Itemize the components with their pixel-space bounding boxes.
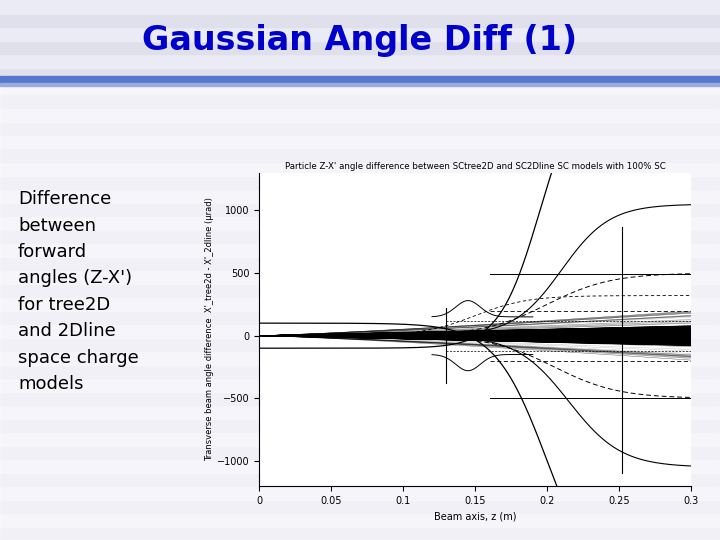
Bar bbox=[0, 27, 720, 40]
Bar bbox=[0, 122, 720, 135]
Bar bbox=[0, 418, 720, 432]
Bar bbox=[0, 230, 720, 243]
Bar bbox=[0, 270, 720, 284]
Bar bbox=[0, 297, 720, 310]
Bar bbox=[0, 392, 720, 405]
Bar bbox=[0, 446, 720, 459]
Bar bbox=[0, 216, 720, 229]
Bar bbox=[0, 162, 720, 176]
Bar bbox=[0, 513, 720, 526]
Bar bbox=[0, 310, 720, 324]
Bar bbox=[0, 243, 720, 256]
Bar bbox=[0, 83, 720, 86]
Bar bbox=[0, 14, 720, 27]
Text: Gaussian Angle Diff (1): Gaussian Angle Diff (1) bbox=[143, 24, 577, 57]
Y-axis label: Transverse beam angle difference  X'_tree2d - X'_2dline (μrad): Transverse beam angle difference X'_tree… bbox=[205, 198, 214, 461]
Bar bbox=[0, 526, 720, 540]
Bar bbox=[0, 108, 720, 122]
Bar bbox=[0, 364, 720, 378]
Bar bbox=[0, 472, 720, 486]
Bar bbox=[0, 68, 720, 81]
X-axis label: Beam axis, z (m): Beam axis, z (m) bbox=[434, 511, 516, 521]
Bar bbox=[0, 256, 720, 270]
Bar bbox=[0, 324, 720, 338]
Bar bbox=[0, 148, 720, 162]
Bar bbox=[0, 432, 720, 445]
Title: Particle Z-X' angle difference between SCtree2D and SC2Dline SC models with 100%: Particle Z-X' angle difference between S… bbox=[285, 161, 665, 171]
Bar bbox=[0, 176, 720, 189]
Bar bbox=[0, 351, 720, 364]
Bar bbox=[0, 40, 720, 54]
Bar bbox=[0, 135, 720, 148]
Bar bbox=[0, 84, 720, 540]
Bar bbox=[0, 76, 720, 83]
Bar bbox=[0, 338, 720, 351]
Bar bbox=[0, 54, 720, 68]
Bar bbox=[0, 0, 720, 14]
Bar bbox=[0, 189, 720, 202]
Bar bbox=[0, 81, 720, 94]
Bar bbox=[0, 378, 720, 392]
Bar bbox=[0, 486, 720, 500]
Bar bbox=[0, 405, 720, 418]
Bar bbox=[0, 459, 720, 472]
Bar bbox=[0, 284, 720, 297]
Bar bbox=[0, 202, 720, 216]
Text: Difference
between
forward
angles (Z-X')
for tree2D
and 2Dline
space charge
mode: Difference between forward angles (Z-X')… bbox=[18, 190, 139, 393]
Bar bbox=[0, 500, 720, 513]
Bar bbox=[0, 94, 720, 108]
